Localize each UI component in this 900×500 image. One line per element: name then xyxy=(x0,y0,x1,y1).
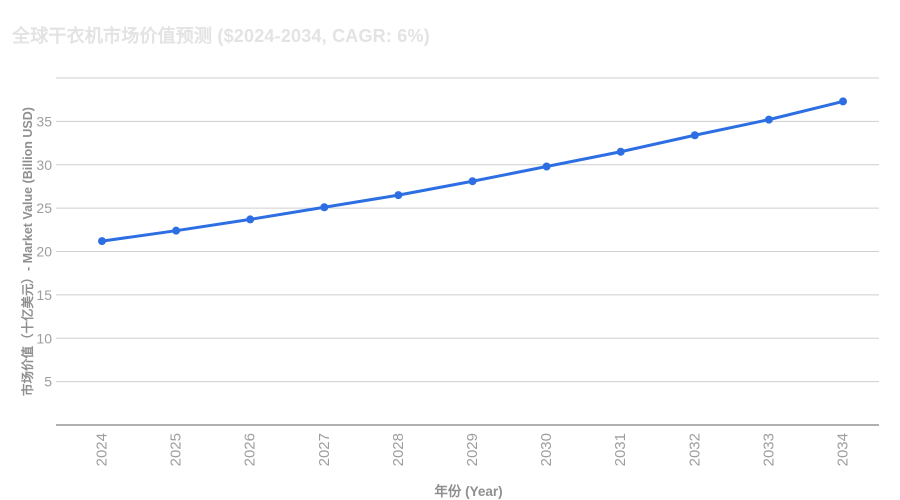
data-point-2025[interactable] xyxy=(172,226,181,235)
y-tick-label: 10 xyxy=(36,330,52,346)
x-tick-label: 2027 xyxy=(316,433,333,466)
data-point-2031[interactable] xyxy=(616,147,625,156)
data-point-2029[interactable] xyxy=(468,177,477,186)
x-tick-label: 2034 xyxy=(835,433,852,466)
y-tick-label: 5 xyxy=(44,374,52,390)
x-tick-label: 2030 xyxy=(538,433,555,466)
series-line xyxy=(100,99,845,243)
y-tick-label: 20 xyxy=(36,244,52,260)
data-point-2026[interactable] xyxy=(246,215,255,224)
y-tick-label: 30 xyxy=(36,157,52,173)
x-tick-label: 2031 xyxy=(612,433,629,466)
x-tick-label: 2029 xyxy=(464,433,481,466)
x-tick-label: 2024 xyxy=(94,433,111,466)
x-tick-label: 2025 xyxy=(168,433,185,466)
data-point-2028[interactable] xyxy=(394,191,403,200)
y-tick-label: 15 xyxy=(36,287,52,303)
y-tick-label: 25 xyxy=(36,200,52,216)
x-tick-label: 2028 xyxy=(390,433,407,466)
x-tick-label: 2026 xyxy=(242,433,259,466)
data-point-2034[interactable] xyxy=(839,97,847,106)
data-point-2030[interactable] xyxy=(542,162,551,171)
data-point-2032[interactable] xyxy=(690,131,699,140)
y-axis-title: 市场价值（十亿美元）- Market Value (Billion USD) xyxy=(21,107,35,396)
x-tick-label: 2032 xyxy=(686,433,703,466)
data-point-2027[interactable] xyxy=(320,203,329,212)
x-tick-label: 2033 xyxy=(760,433,777,466)
data-point-2024[interactable] xyxy=(98,237,106,246)
x-axis-title: 年份 (Year) xyxy=(434,484,503,499)
y-tick-label: 35 xyxy=(36,113,52,129)
data-point-2033[interactable] xyxy=(764,115,773,124)
chart-title: 全球干衣机市场价值预测 ($2024-2034, CAGR: 6%) xyxy=(12,26,430,46)
